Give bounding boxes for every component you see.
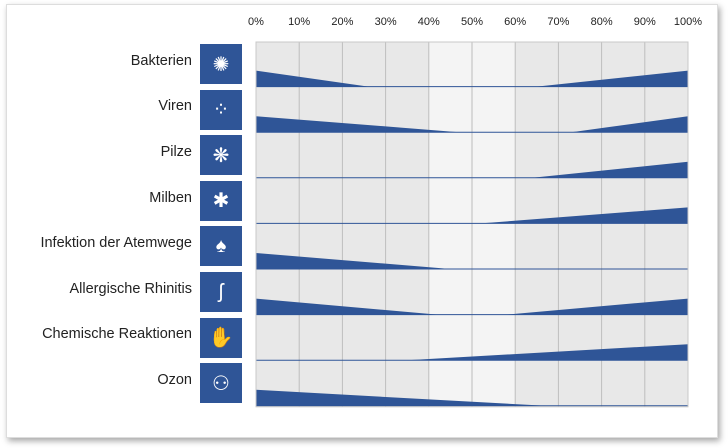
row-label: Bakterien [130,52,192,69]
row-label: Viren [158,98,192,115]
nose-icon: ʃ [200,272,242,312]
x-tick-label: 70% [547,16,570,28]
x-tick-label: 100% [673,16,703,28]
row-label: Allergische Rhinitis [69,280,193,297]
x-tick-label: 10% [288,16,311,28]
row-label: Ozon [157,372,192,388]
x-tick-label: 90% [633,16,656,28]
x-tick-label: 20% [331,16,354,28]
plot-border [255,41,689,408]
row-label: Pilze [160,144,192,160]
wedge-low-humidity [256,116,460,133]
wedge-high-humidity [532,161,688,178]
wedge-high-humidity [536,70,688,87]
bacteria-icon: ✺ [200,44,242,84]
row-label: Milben [149,189,192,206]
wedge-high-humidity [407,344,688,361]
wedge-low-humidity [256,389,546,406]
hand-chemical-icon: ✋ [200,317,242,358]
ozone-molecule-icon: ⚇ [200,363,242,404]
fungi-icon: ❋ [200,135,242,176]
x-tick-label: 60% [504,16,527,28]
wedge-low-humidity [256,70,369,87]
x-tick-label: 40% [417,16,440,28]
x-tick-label: 0% [248,16,264,28]
wedge-high-humidity [506,298,688,315]
virus-icon: ⁘ [200,89,242,130]
wedge-high-humidity [480,207,688,224]
lungs-icon: ♠ [200,226,242,267]
wedge-low-humidity [256,253,451,269]
mite-icon: ✱ [200,180,242,221]
x-tick-label: 50% [460,16,484,28]
row-label: Chemische Reaktionen [42,326,192,343]
wedge-high-humidity [571,116,688,133]
row-label: Infektion der Atemwege [40,235,192,252]
x-tick-label: 80% [590,16,613,28]
x-tick-label: 30% [374,16,397,28]
wedge-low-humidity [256,298,438,315]
